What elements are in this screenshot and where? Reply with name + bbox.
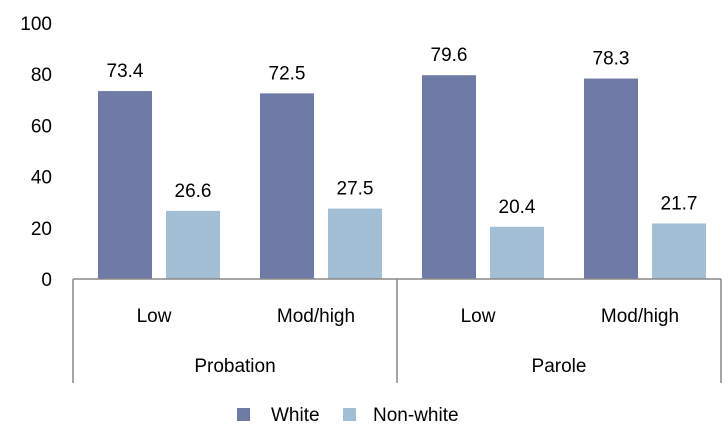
axes [72, 278, 722, 383]
data-labels: 73.4 72.5 79.6 78.3 26.6 27.5 20.4 21.7 [107, 45, 698, 218]
y-tick-label: 80 [31, 65, 52, 86]
legend-label: Non-white [373, 405, 459, 426]
bar-white [584, 78, 638, 279]
bar-non-white [652, 223, 706, 279]
data-label: 79.6 [431, 45, 468, 66]
group-label: Parole [532, 356, 587, 377]
bars [98, 75, 706, 280]
group-label: Probation [194, 356, 275, 377]
data-label: 21.7 [661, 193, 698, 214]
legend: White Non-white [237, 405, 459, 426]
category-label: Mod/high [601, 306, 679, 327]
data-label: 72.5 [269, 63, 306, 84]
bar-white [98, 91, 152, 279]
legend-swatch [343, 408, 356, 421]
category-labels: Low Mod/high Low Mod/high Probation Parole [137, 306, 680, 377]
bar-white [422, 75, 476, 279]
legend-label: White [271, 405, 320, 426]
category-label: Low [137, 306, 172, 327]
bar-non-white [166, 210, 220, 279]
legend-swatch [237, 408, 250, 421]
category-label: Mod/high [277, 306, 355, 327]
y-tick-label: 100 [20, 14, 52, 35]
y-tick-label: 20 [31, 219, 52, 240]
bar-non-white [490, 226, 544, 279]
data-label: 20.4 [499, 197, 536, 218]
data-label: 78.3 [593, 49, 630, 70]
category-label: Low [461, 306, 496, 327]
bar-white [260, 93, 314, 280]
y-tick-label: 40 [31, 168, 52, 189]
y-tick-label: 60 [31, 116, 52, 137]
y-tick-label: 0 [41, 270, 52, 291]
data-label: 26.6 [175, 181, 212, 202]
data-label: 73.4 [107, 61, 144, 82]
data-label: 27.5 [337, 179, 374, 200]
y-axis-ticks: 0 20 40 60 80 100 [20, 14, 52, 291]
bar-non-white [328, 208, 382, 279]
